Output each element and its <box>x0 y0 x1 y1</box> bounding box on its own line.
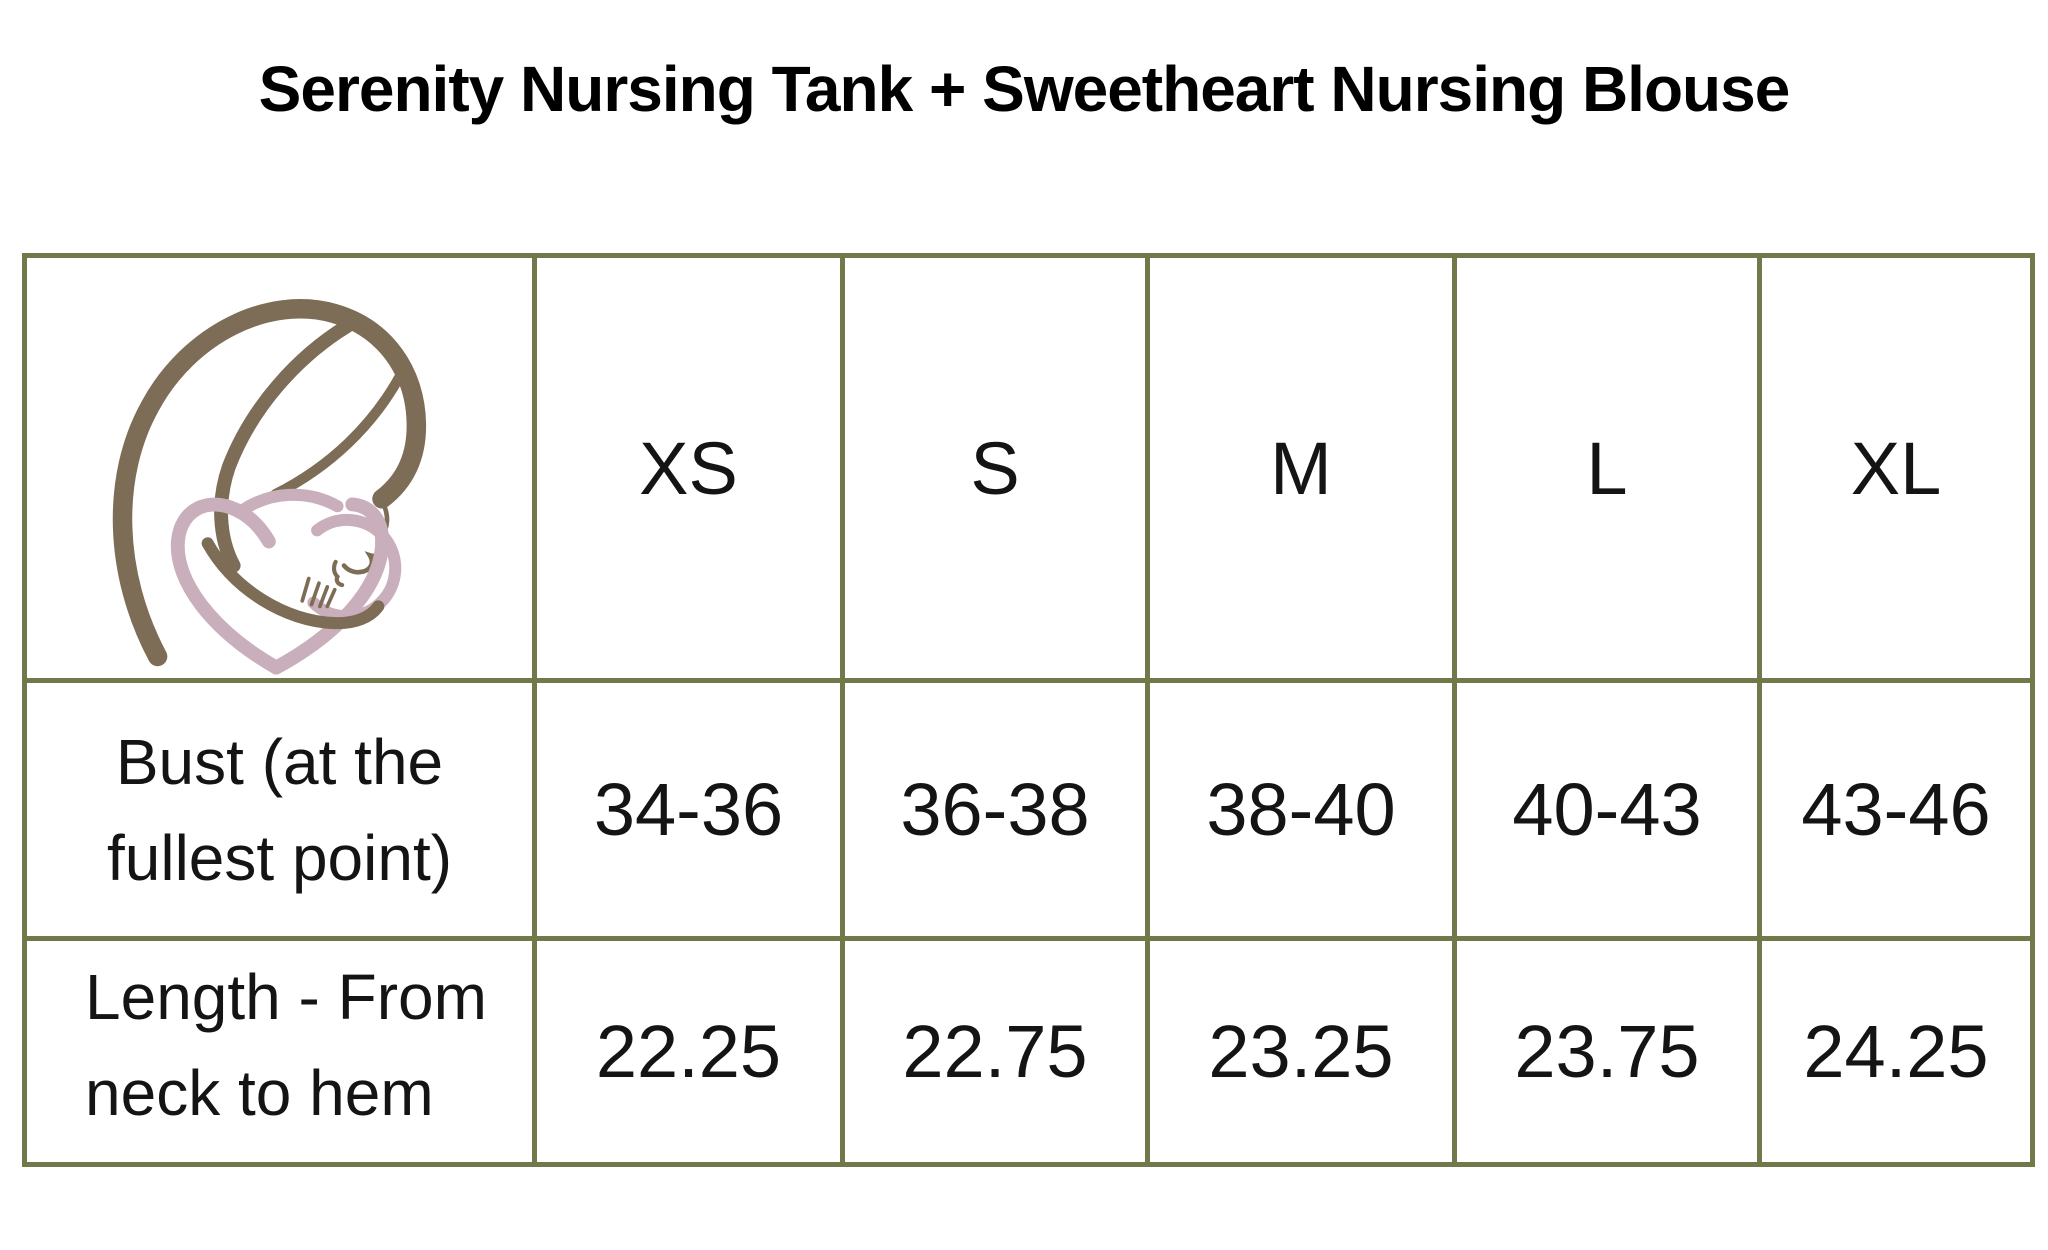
size-chart-table: XS S M L XL Bust (at the fullest point) … <box>22 253 2035 1167</box>
column-header-s: S <box>840 253 1150 683</box>
row-label-length: Length - From neck to hem <box>22 936 537 1167</box>
length-value-s: 22.75 <box>840 936 1150 1167</box>
column-header-m: M <box>1145 253 1457 683</box>
column-header-xs: XS <box>532 253 845 683</box>
bust-value-l: 40-43 <box>1452 678 1762 941</box>
table-row-length: Length - From neck to hem 22.25 22.75 23… <box>22 936 2035 1167</box>
table-row-bust: Bust (at the fullest point) 34-36 36-38 … <box>22 678 2035 941</box>
length-value-xs: 22.25 <box>532 936 845 1167</box>
bust-value-s: 36-38 <box>840 678 1150 941</box>
length-value-xl: 24.25 <box>1757 936 2035 1167</box>
bust-value-xs: 34-36 <box>532 678 845 941</box>
mother-and-baby-logo-icon <box>27 267 532 675</box>
bust-value-xl: 43-46 <box>1757 678 2035 941</box>
bust-value-m: 38-40 <box>1145 678 1457 941</box>
row-label-length-line2: neck to hem <box>85 1057 434 1129</box>
row-label-bust-line2: fullest point) <box>106 821 453 894</box>
page-title: Serenity Nursing Tank + Sweetheart Nursi… <box>258 53 1791 125</box>
length-value-l: 23.75 <box>1452 936 1762 1167</box>
row-label-length-line1: Length - From <box>85 961 487 1033</box>
column-header-l: L <box>1452 253 1762 683</box>
length-value-m: 23.25 <box>1145 936 1457 1167</box>
row-label-bust: Bust (at the fullest point) <box>22 678 537 941</box>
row-label-bust-line1: Bust (at the <box>115 725 444 798</box>
header-row: XS S M L XL <box>22 253 2035 683</box>
column-header-xl: XL <box>1757 253 2035 683</box>
logo-cell <box>22 253 537 683</box>
